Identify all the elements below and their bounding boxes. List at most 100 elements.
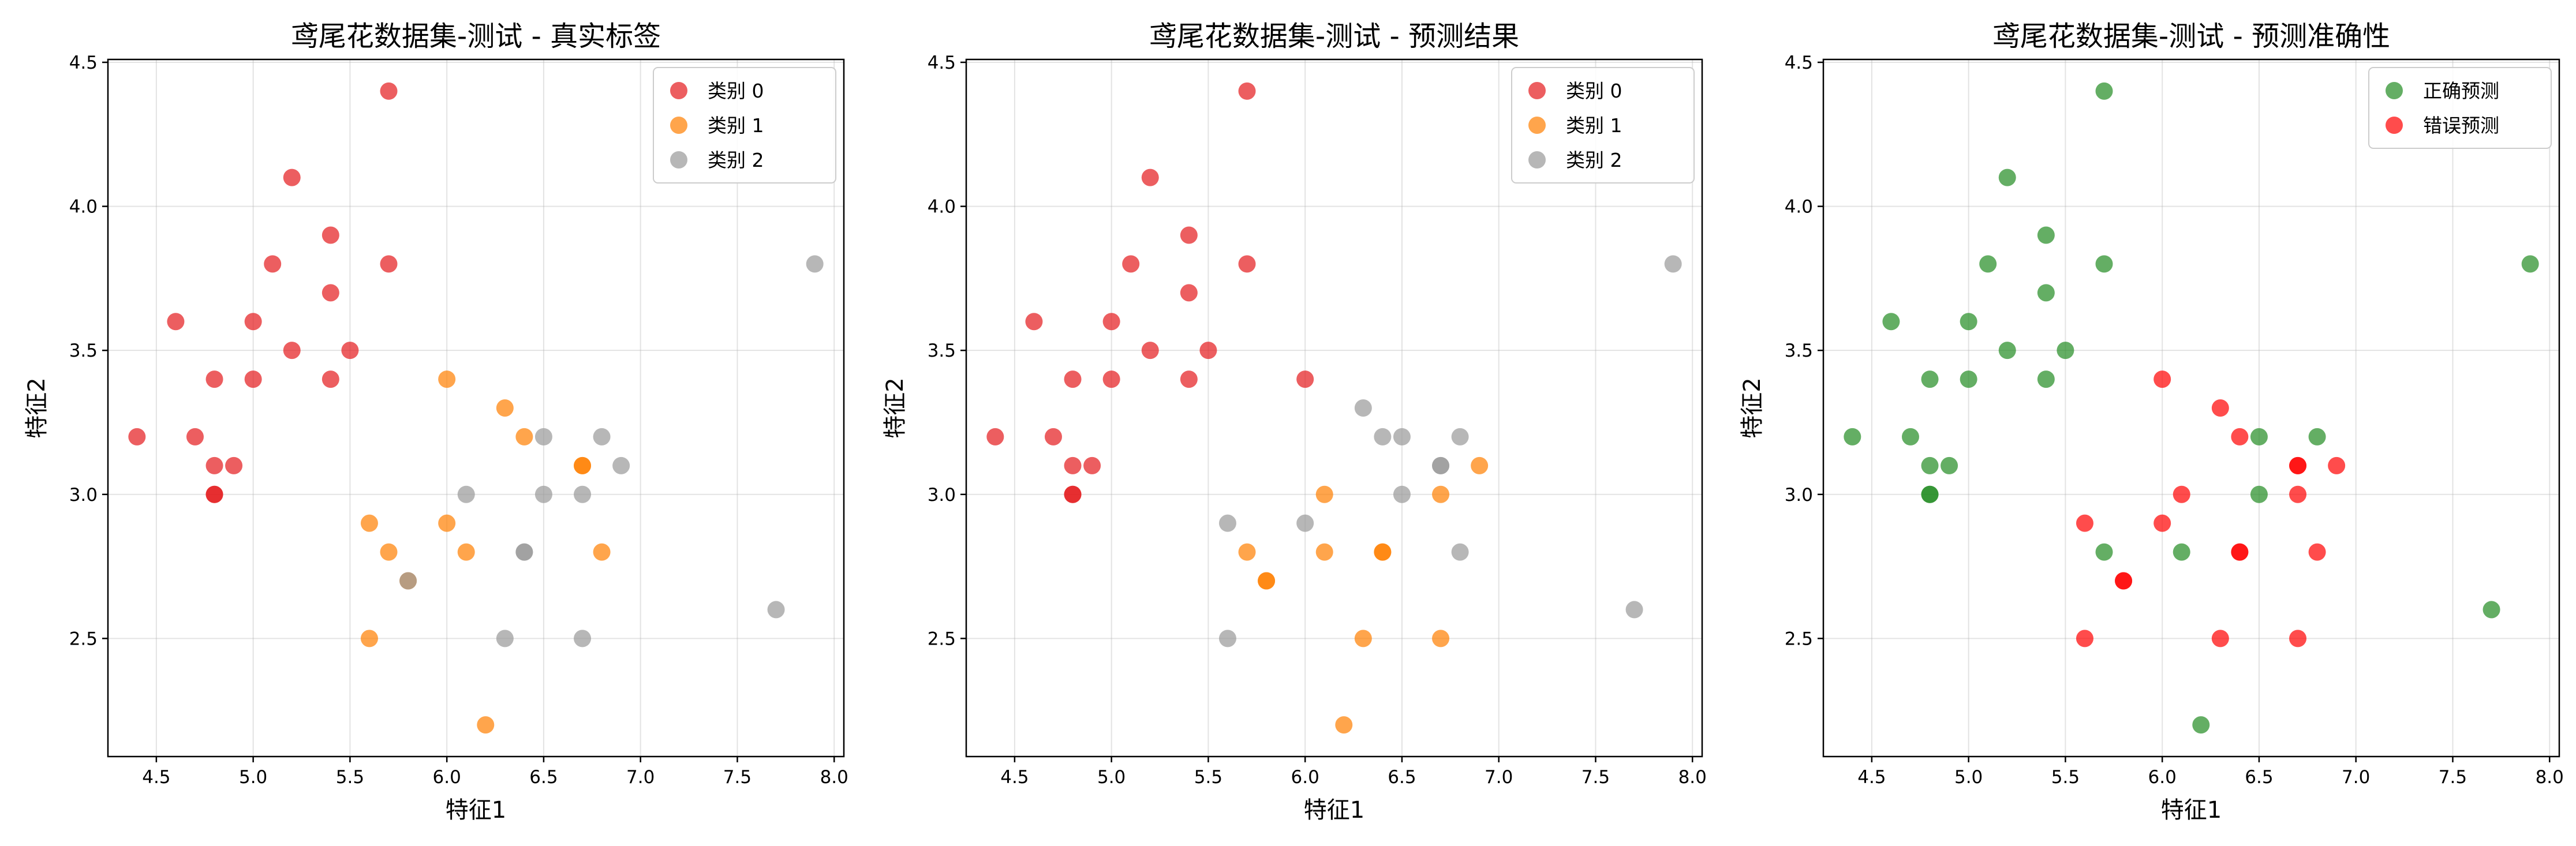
y-tick-label: 2.5: [1785, 628, 1813, 649]
data-point: [574, 630, 592, 647]
y-tick-label: 4.0: [928, 197, 956, 218]
chart-panel: 4.5 5.0 5.5 6.0 6.5 7.0 7.5 8.0 2.5 3.0 3.5 4.0 4.5 鸢…: [1739, 20, 2564, 823]
chart-panel: 4.5 5.0 5.5 6.0 6.5 7.0 7.5 8.0 2.5 3.0 3.5 4.0 4.5 鸢…: [24, 20, 848, 823]
data-point: [1979, 255, 1997, 273]
y-tick-label: 4.5: [69, 53, 98, 73]
data-point: [477, 716, 495, 734]
y-tick-label: 3.5: [1785, 340, 1813, 361]
legend: 类别 0 类别 1 类别 2: [1511, 67, 1695, 184]
data-point: [1044, 428, 1062, 446]
x-tick-label: 6.5: [1388, 767, 1416, 788]
x-tick-label: 4.5: [1857, 767, 1886, 788]
x-tick-label: 7.0: [626, 767, 655, 788]
legend-label: 正确预测: [2423, 80, 2499, 102]
data-point: [380, 543, 398, 561]
data-point: [1901, 428, 1919, 446]
data-point: [1960, 313, 1977, 331]
axes-frame: [107, 58, 845, 758]
data-point: [574, 485, 592, 503]
y-tick-label: 3.5: [69, 340, 98, 361]
data-point: [457, 485, 475, 503]
data-point: [1141, 342, 1159, 360]
data-point: [1315, 543, 1333, 561]
data-point: [380, 255, 398, 273]
data-point: [1122, 255, 1140, 273]
data-point: [2289, 630, 2307, 647]
data-point: [2173, 485, 2190, 503]
data-point: [1238, 82, 1256, 100]
data-point: [399, 572, 417, 590]
data-point: [2095, 255, 2113, 273]
data-point: [1083, 456, 1101, 474]
x-tick-label: 7.0: [1485, 767, 1513, 788]
data-point: [1941, 456, 1958, 474]
data-point: [1199, 342, 1217, 360]
data-point: [1102, 313, 1120, 331]
x-tick-label: 6.0: [433, 767, 461, 788]
data-point: [2076, 630, 2093, 647]
x-tick-label: 7.0: [2342, 767, 2370, 788]
y-tick-label: 3.0: [1785, 485, 1813, 506]
data-point: [2173, 543, 2190, 561]
data-point: [2328, 456, 2346, 474]
legend-marker: [670, 82, 687, 99]
data-point: [1238, 255, 1256, 273]
y-tick-label: 2.5: [69, 628, 98, 649]
data-point: [1102, 370, 1120, 388]
data-point: [1844, 428, 1861, 446]
x-tick-label: 8.0: [2536, 767, 2564, 788]
data-point: [2289, 485, 2307, 503]
data-point: [2482, 601, 2500, 619]
y-tick-label: 4.0: [1785, 197, 1813, 218]
legend-marker: [1528, 151, 1546, 169]
legend-marker: [2386, 82, 2403, 99]
data-point: [1064, 456, 1082, 474]
x-tick-label: 5.0: [1097, 767, 1126, 788]
data-point: [1451, 428, 1469, 446]
data-point: [1921, 370, 1939, 388]
data-point: [1998, 169, 2016, 186]
data-point: [1374, 543, 1392, 561]
x-axis-label: 特征1: [2161, 797, 2222, 823]
data-point: [1432, 485, 1450, 503]
data-point: [321, 370, 339, 388]
axes-frame: [1822, 58, 2560, 758]
x-tick-label: 5.5: [2051, 767, 2080, 788]
data-point: [1432, 456, 1450, 474]
legend-marker: [2386, 117, 2403, 134]
data-point: [1625, 601, 1643, 619]
data-point: [806, 255, 824, 273]
data-point: [2153, 514, 2171, 532]
data-point: [2037, 284, 2055, 302]
data-point: [167, 313, 185, 331]
data-point: [2037, 226, 2055, 244]
y-axis-label: 特征2: [24, 377, 50, 438]
data-point: [244, 370, 262, 388]
x-tick-label: 7.5: [2439, 767, 2467, 788]
data-point: [593, 543, 611, 561]
axes-frame: [965, 58, 1703, 758]
y-tick-label: 4.5: [928, 53, 956, 73]
data-point: [1335, 716, 1353, 734]
legend-box: [1511, 67, 1695, 184]
y-tick-label: 3.5: [928, 340, 956, 361]
legend-label: 类别 0: [708, 80, 764, 102]
data-point: [2153, 370, 2171, 388]
data-point: [457, 543, 475, 561]
data-point: [1025, 313, 1043, 331]
data-point: [2521, 255, 2539, 273]
data-point: [767, 601, 785, 619]
data-point: [574, 456, 592, 474]
y-tick-label: 4.0: [69, 197, 98, 218]
data-point: [438, 514, 456, 532]
data-point: [2115, 572, 2133, 590]
y-tick-label: 4.5: [1785, 53, 1813, 73]
legend: 类别 0 类别 1 类别 2: [653, 67, 836, 184]
data-point: [612, 456, 630, 474]
data-point: [1998, 342, 2016, 360]
y-tick-label: 2.5: [928, 628, 956, 649]
legend-marker: [670, 151, 687, 169]
x-tick-label: 6.5: [2245, 767, 2273, 788]
data-point: [2192, 716, 2210, 734]
